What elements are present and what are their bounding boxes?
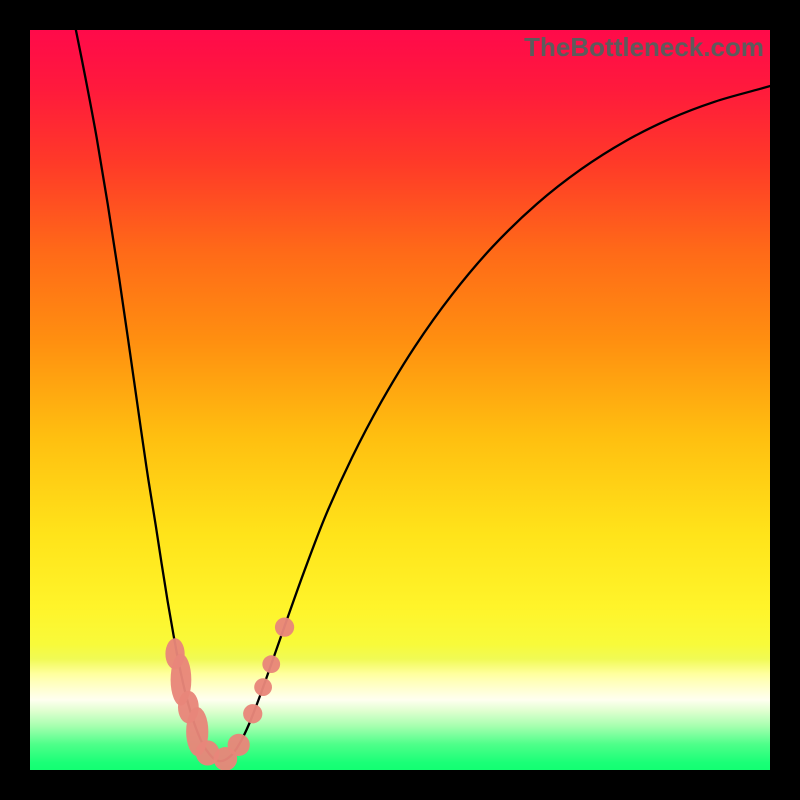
chart-frame: TheBottleneck.com [0, 0, 800, 800]
plot-area [30, 30, 770, 770]
data-markers [30, 30, 770, 770]
watermark-text: TheBottleneck.com [524, 32, 764, 63]
